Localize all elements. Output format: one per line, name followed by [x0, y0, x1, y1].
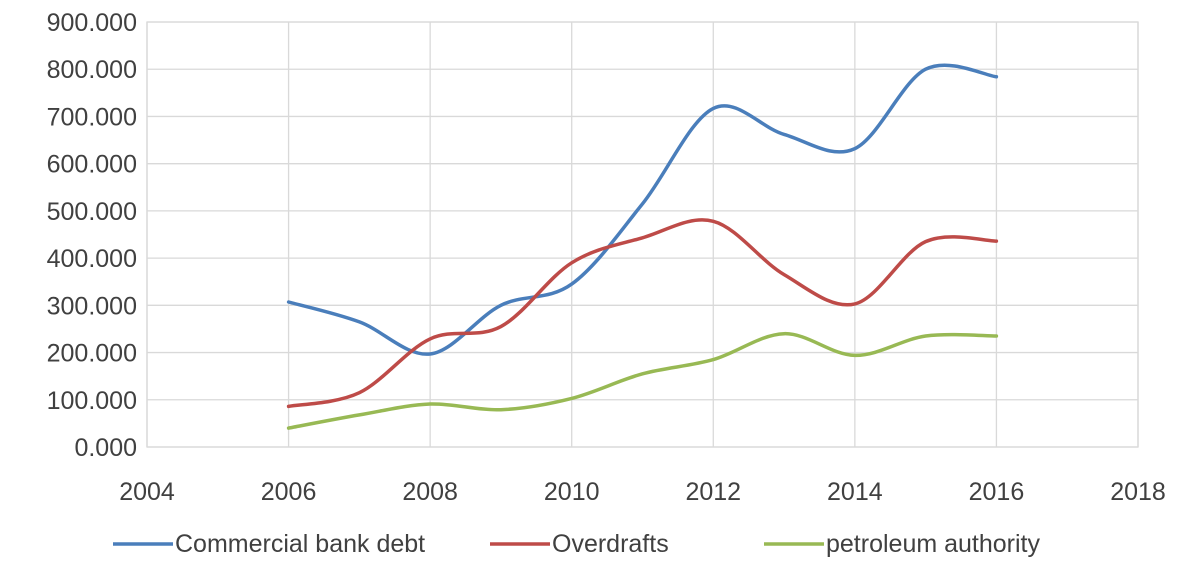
x-tick-label: 2012	[685, 478, 741, 506]
y-tick-label: 300.000	[47, 292, 137, 320]
plot-area-frame	[146, 21, 1139, 448]
legend-label-overdrafts: Overdrafts	[552, 530, 669, 558]
x-tick-label: 2018	[1110, 478, 1166, 506]
x-tick-label: 2006	[261, 478, 317, 506]
series-lines	[286, 63, 999, 430]
y-tick-label: 400.000	[47, 245, 137, 273]
series-line-petroleum-authority	[286, 331, 999, 430]
y-tick-label: 800.000	[47, 56, 137, 84]
x-tick-label: 2004	[119, 478, 175, 506]
y-tick-label: 100.000	[47, 387, 137, 415]
x-tick-label: 2016	[969, 478, 1025, 506]
y-tick-label: 700.000	[47, 103, 137, 131]
series-line-commercial-bank-debt	[286, 63, 999, 356]
x-tick-label: 2008	[402, 478, 458, 506]
chart-legend: Commercial bank debt Overdrafts petroleum …	[113, 530, 1041, 558]
legend-label-commercial-bank-debt: Commercial bank debt	[175, 530, 425, 558]
series-line-overdrafts	[286, 218, 999, 409]
y-tick-label: 200.000	[47, 340, 137, 368]
x-tick-label: 2014	[827, 478, 883, 506]
chart-grid	[146, 21, 1139, 448]
y-axis-tick-labels: 0.000 100.000 200.000 300.000 400.000 500.000…	[47, 9, 137, 462]
legend-label-petroleum-authority: petroleum authority	[826, 530, 1041, 558]
x-axis-tick-labels: 2004 2006 2008 2010 2012 2014 2016 2018	[119, 478, 1166, 506]
y-tick-label: 0.000	[74, 434, 137, 462]
x-tick-label: 2010	[544, 478, 600, 506]
y-tick-label: 600.000	[47, 151, 137, 179]
y-tick-label: 900.000	[47, 9, 137, 37]
y-tick-label: 500.000	[47, 198, 137, 226]
